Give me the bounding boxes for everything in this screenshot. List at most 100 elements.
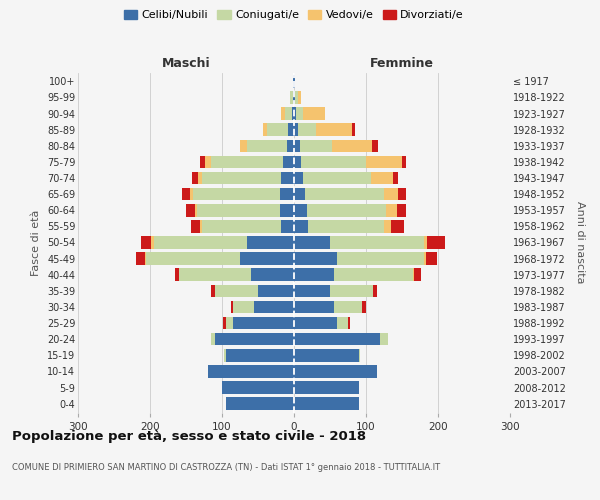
Bar (223, 317, 226, 330)
Bar (211, 284, 215, 297)
Bar (198, 172, 202, 184)
Text: Maschi: Maschi (161, 57, 211, 70)
Bar (397, 204, 406, 216)
Bar (254, 300, 294, 313)
Bar (424, 252, 426, 265)
Bar (308, 220, 384, 232)
Bar (175, 268, 179, 281)
Bar (281, 220, 294, 232)
Bar (197, 204, 280, 216)
Bar (182, 188, 190, 200)
Bar (294, 220, 308, 232)
Bar (202, 172, 281, 184)
Bar (300, 140, 332, 152)
Bar (287, 140, 294, 152)
Bar (414, 268, 421, 281)
Bar (230, 300, 233, 313)
Bar (294, 398, 359, 410)
Bar (263, 124, 266, 136)
Bar (251, 268, 294, 281)
Bar (352, 124, 355, 136)
Bar (247, 140, 287, 152)
Bar (266, 124, 288, 136)
Bar (226, 398, 294, 410)
Bar (359, 349, 360, 362)
Bar (304, 108, 325, 120)
Bar (294, 365, 377, 378)
Bar (294, 381, 359, 394)
Bar (226, 317, 233, 330)
Bar (200, 220, 202, 232)
Text: Femmine: Femmine (370, 57, 434, 70)
Bar (294, 75, 295, 88)
Bar (226, 349, 294, 362)
Bar (348, 317, 350, 330)
Bar (298, 91, 301, 104)
Bar (208, 365, 294, 378)
Bar (380, 333, 388, 345)
Bar (301, 156, 366, 168)
Y-axis label: Fasce di età: Fasce di età (31, 210, 41, 276)
Bar (211, 156, 283, 168)
Bar (194, 204, 197, 216)
Bar (294, 333, 380, 345)
Bar (295, 91, 298, 104)
Legend: Celibi/Nubili, Coniugati/e, Vedovi/e, Divorziati/e: Celibi/Nubili, Coniugati/e, Vedovi/e, Di… (119, 6, 469, 25)
Bar (307, 204, 386, 216)
Bar (258, 284, 294, 297)
Bar (280, 204, 294, 216)
Bar (154, 236, 247, 249)
Bar (140, 236, 151, 249)
Bar (294, 236, 330, 249)
Bar (294, 108, 296, 120)
Text: COMUNE DI PRIMIERO SAN MARTINO DI CASTROZZA (TN) - Dati ISTAT 1° gennaio 2018 - : COMUNE DI PRIMIERO SAN MARTINO DI CASTRO… (12, 462, 440, 471)
Bar (293, 75, 294, 88)
Bar (373, 284, 377, 297)
Bar (330, 236, 424, 249)
Bar (202, 220, 281, 232)
Bar (316, 124, 352, 136)
Bar (384, 220, 391, 232)
Bar (427, 236, 445, 249)
Bar (136, 252, 145, 265)
Bar (233, 317, 294, 330)
Bar (296, 108, 304, 120)
Bar (240, 140, 247, 152)
Bar (334, 268, 413, 281)
Bar (372, 140, 377, 152)
Bar (146, 252, 240, 265)
Bar (205, 156, 211, 168)
Bar (281, 108, 284, 120)
Bar (224, 349, 226, 362)
Bar (362, 300, 366, 313)
Bar (371, 172, 392, 184)
Bar (247, 236, 294, 249)
Bar (288, 124, 294, 136)
Bar (294, 300, 334, 313)
Bar (392, 172, 398, 184)
Bar (398, 188, 406, 200)
Bar (386, 204, 397, 216)
Bar (283, 156, 294, 168)
Bar (294, 188, 305, 200)
Bar (337, 252, 424, 265)
Bar (294, 124, 298, 136)
Bar (294, 252, 337, 265)
Bar (294, 140, 300, 152)
Bar (426, 252, 437, 265)
Bar (293, 91, 294, 104)
Bar (215, 284, 258, 297)
Bar (240, 252, 294, 265)
Bar (284, 108, 292, 120)
Bar (200, 156, 205, 168)
Bar (233, 300, 254, 313)
Bar (191, 220, 200, 232)
Bar (294, 91, 295, 104)
Bar (179, 268, 251, 281)
Bar (334, 300, 362, 313)
Bar (211, 333, 215, 345)
Bar (298, 124, 316, 136)
Bar (294, 317, 337, 330)
Bar (215, 333, 294, 345)
Bar (294, 156, 301, 168)
